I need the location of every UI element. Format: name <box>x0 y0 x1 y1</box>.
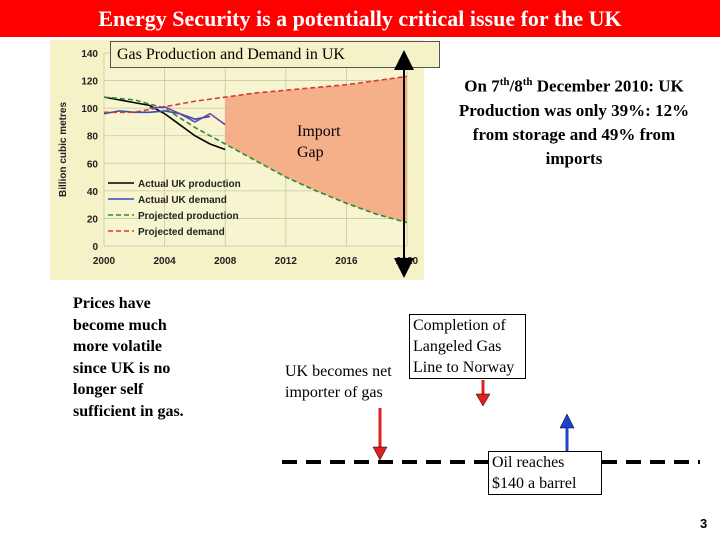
y-tick-label: 0 <box>92 242 98 253</box>
series-line-0 <box>103 96 226 151</box>
langeled-line2: Langeled Gas <box>413 338 502 355</box>
legend-label: Actual UK production <box>138 179 241 190</box>
import-gap-line1: Import <box>297 123 341 140</box>
net-importer-arrow <box>372 408 388 461</box>
chart-plot: 0 20 40 60 80 100 120 140 2000 2004 2008 2012 2016 20… <box>58 49 419 267</box>
price-volatility-note: Prices have become much more volatile si… <box>73 293 233 422</box>
series-line-4 <box>149 105 226 126</box>
y-tick-label: 120 <box>81 77 98 88</box>
left-note-line: Prices have <box>73 295 151 312</box>
y-tick-label: 80 <box>87 132 99 143</box>
import-gap-area <box>225 76 407 223</box>
series-line-1 <box>103 110 211 120</box>
langeled-arrow <box>475 380 491 407</box>
net-importer-label: UK becomes net importer of gas <box>282 360 395 404</box>
page-number: 3 <box>700 516 708 531</box>
x-tick-label: 2004 <box>153 256 176 267</box>
legend-label: Projected demand <box>138 227 225 238</box>
langeled-line1: Completion of <box>413 317 506 334</box>
right-note-line3: from storage and 49% from <box>472 124 676 144</box>
right-note-line2: Production was only 39%: 12% <box>458 100 690 120</box>
chart-title: Gas Production and Demand in UK <box>110 41 440 68</box>
left-note-line: sufficient in gas. <box>73 402 184 420</box>
oil-line1: Oil reaches <box>492 454 565 471</box>
left-note-line: since UK is no <box>73 359 171 377</box>
net-importer-line2: importer of gas <box>285 384 383 401</box>
y-tick-label: 60 <box>87 159 99 170</box>
langeled-label: Completion of Langeled Gas Line to Norwa… <box>409 314 526 379</box>
x-tick-label: 2012 <box>275 256 298 267</box>
oil-line2: $140 a barrel <box>492 475 577 492</box>
y-tick-label: 40 <box>87 187 99 198</box>
oil-price-arrow <box>559 413 575 452</box>
series-line-2 <box>103 96 408 224</box>
import-gap-line2: Gap <box>297 144 324 161</box>
x-tick-label: 2020 <box>396 256 419 267</box>
y-axis-label: Billion cubic metres <box>58 102 69 197</box>
oil-price-label: Oil reaches $140 a barrel <box>488 451 602 495</box>
x-tick-label: 2008 <box>214 256 237 267</box>
right-note-line4: imports <box>545 148 603 168</box>
langeled-line3: Line to Norway <box>413 359 515 376</box>
left-note-line: longer self <box>73 381 144 398</box>
left-note-line: more volatile <box>73 338 163 355</box>
legend-label: Actual UK demand <box>138 195 227 206</box>
net-importer-line1: UK becomes net <box>285 363 392 380</box>
x-tick-label: 2000 <box>93 256 116 267</box>
y-tick-label: 100 <box>81 104 98 115</box>
y-tick-label: 140 <box>81 49 98 60</box>
right-note-line1: On 7th/8th December 2010: UK <box>464 76 684 96</box>
x-tick-label: 2016 <box>335 256 358 267</box>
slide-title: Energy Security is a potentially critica… <box>0 0 720 37</box>
december-2010-note: On 7th/8th December 2010: UK Production … <box>428 70 720 171</box>
series-line-3 <box>104 75 408 114</box>
legend-label: Projected production <box>138 211 239 222</box>
y-tick-label: 20 <box>87 214 99 225</box>
gas-chart: 0 20 40 60 80 100 120 140 2000 2004 2008 2012 2016 20… <box>50 40 440 280</box>
left-note-line: become much <box>73 316 167 334</box>
import-gap-label: Import Gap <box>297 121 341 163</box>
